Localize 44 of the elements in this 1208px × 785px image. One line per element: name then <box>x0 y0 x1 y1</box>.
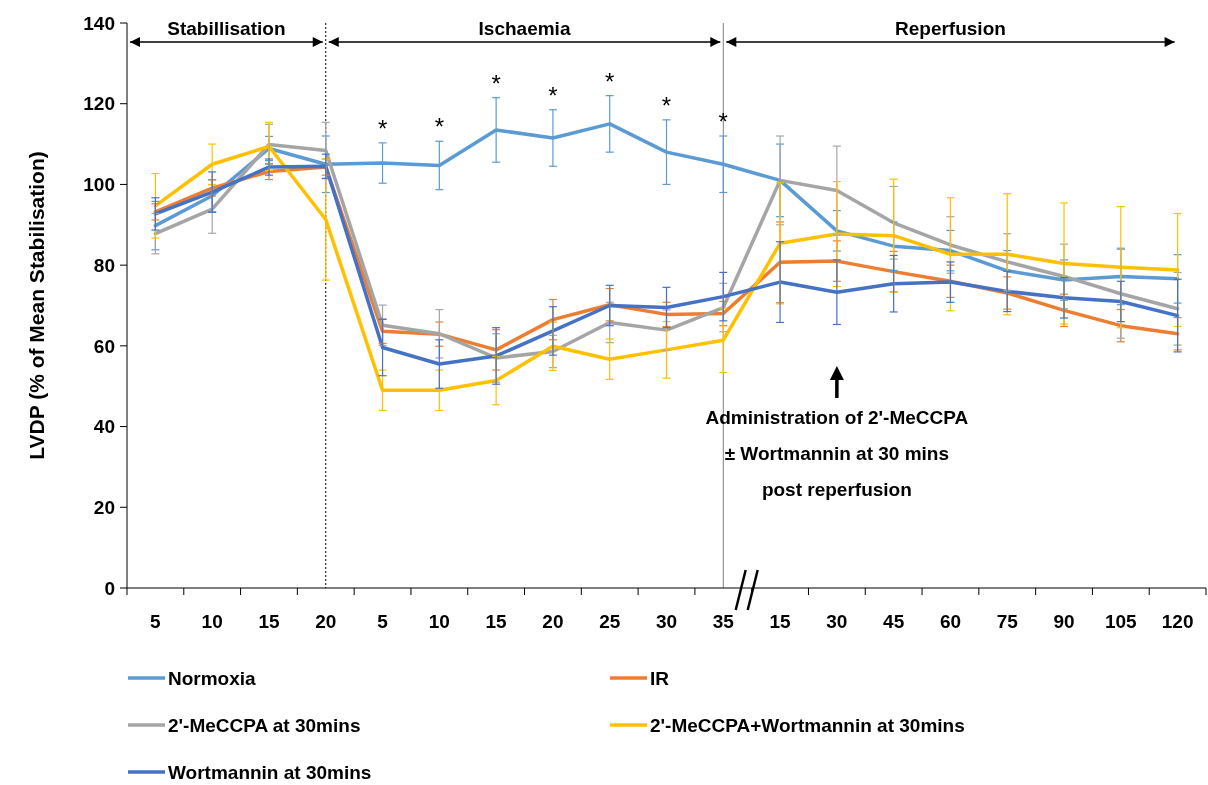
x-tick-label: 30 <box>655 611 678 632</box>
data-label: * <box>491 69 501 97</box>
data-label: * <box>718 108 728 135</box>
annotation: Reperfusion <box>895 18 1006 39</box>
y-tick-label: 60 <box>93 335 115 357</box>
annotation: Administration of 2'-MeCCPA ± Wortmannin at 30 mins post reperfusion <box>705 407 969 500</box>
legend-label: Wortmannin at 30mins <box>168 761 372 783</box>
y-tick-label: 40 <box>93 416 115 438</box>
x-tick-label: 30 <box>826 611 848 632</box>
y-tick-label: 140 <box>83 12 115 34</box>
data-label: * <box>548 81 558 109</box>
x-tick-label: 35 <box>712 611 735 632</box>
x-tick-label: 25 <box>599 611 621 632</box>
x-tick-label: 5 <box>377 611 389 632</box>
x-tick-label: 75 <box>996 611 1019 632</box>
x-tick-label: 15 <box>769 611 792 632</box>
x-tick-label: 15 <box>485 611 508 632</box>
x-tick-label: 105 <box>1104 611 1138 632</box>
data-label: * <box>377 114 388 142</box>
y-tick-label: 80 <box>93 254 115 276</box>
y-tick-label: 100 <box>83 174 115 196</box>
x-tick-label: 10 <box>201 611 223 632</box>
legend-label: Normoxia <box>168 667 257 689</box>
annotation: Stabillisation <box>167 18 286 39</box>
data-label: * <box>605 67 615 95</box>
y-tick-label: 120 <box>83 93 115 115</box>
data-label: * <box>661 91 672 119</box>
x-tick-label: 20 <box>542 611 564 632</box>
x-tick-label: 90 <box>1053 611 1075 632</box>
annotation: Ischaemia <box>478 18 571 39</box>
data-label: * <box>434 113 445 141</box>
x-tick-label: 60 <box>939 611 962 632</box>
legend-label: 2'-MeCCPA at 30mins <box>168 714 361 736</box>
y-tick-label: 20 <box>93 496 115 518</box>
x-tick-label: 45 <box>883 611 905 632</box>
y-tick-label: 0 <box>104 577 115 599</box>
x-tick-label: 5 <box>150 611 162 632</box>
legend-label: IR <box>650 667 670 689</box>
x-tick-label: 15 <box>258 611 280 632</box>
legend-label: 2'-MeCCPA+Wortmannin at 30mins <box>650 714 965 736</box>
x-tick-label: 120 <box>1161 611 1194 632</box>
x-tick-label: 10 <box>428 611 450 632</box>
x-tick-label: 20 <box>315 611 337 632</box>
y-axis-title: LVDP (% of Mean Stabilisation) <box>25 151 48 460</box>
